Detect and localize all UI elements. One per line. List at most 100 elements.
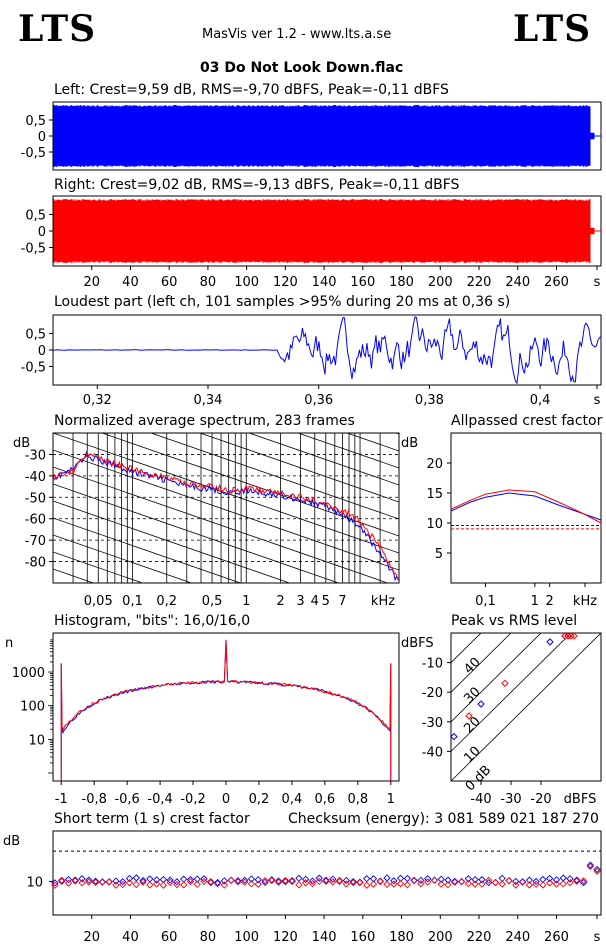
shortterm-point-red [444, 881, 452, 889]
spectrum-slope-line [53, 449, 399, 571]
shortterm-point-red [247, 880, 256, 888]
shortterm-point-blue [254, 876, 262, 884]
spectrum-xtick-label: 1 [242, 594, 250, 609]
shortterm-point-blue [274, 877, 283, 885]
peakrms-ytick-label: -10 [422, 657, 443, 672]
spectrum-xtick-label: kHz [371, 594, 395, 609]
shortterm-ytick-label: 10 [26, 875, 43, 890]
shortterm-point-red [369, 880, 378, 888]
shortterm-point-blue [403, 874, 411, 883]
spectrum-slope-line [53, 263, 399, 383]
short-term-title: Short term (1 s) crest factor [54, 811, 250, 827]
loudest-xtick-label: 0,4 [530, 393, 551, 408]
waveform-xtick-label: 80 [200, 275, 217, 290]
shortterm-point-red [322, 877, 330, 885]
waveform-right-ytick-label: -0,5 [21, 242, 46, 257]
waveform-xtick-label: 260 [544, 275, 569, 290]
spectrum-xtick-label: 0,05 [84, 594, 113, 609]
shortterm-point-blue [566, 875, 574, 883]
spectrum-slope-line [53, 500, 291, 583]
shortterm-point-blue [437, 875, 445, 883]
shortterm-xtick-label: 40 [122, 930, 139, 945]
histogram-xtick-label: 0,2 [249, 792, 270, 807]
waveform-xtick-label: 140 [312, 275, 337, 290]
shortterm-point-red [302, 879, 310, 887]
allpass-frame [450, 432, 602, 584]
shortterm-point-blue [444, 876, 452, 884]
shortterm-point-red [261, 876, 269, 885]
waveform-xtick-label: 100 [234, 275, 259, 290]
peakrms-diagonal [451, 633, 512, 693]
shortterm-point-red [200, 877, 208, 886]
shortterm-point-red [383, 880, 391, 889]
shortterm-point-blue [213, 878, 222, 887]
histogram-xtick-label: 0 [222, 792, 230, 807]
shortterm-point-blue [220, 877, 229, 885]
shortterm-point-red [363, 881, 371, 889]
peakrms-frame [450, 632, 602, 782]
shortterm-xtick-label: 200 [428, 930, 453, 945]
spectrum-xtick-label: 5 [322, 594, 330, 609]
spectrum-xtick-label: 0,5 [202, 594, 223, 609]
shortterm-point-red [451, 878, 459, 886]
shortterm-point-red [518, 878, 527, 886]
shortterm-point-red [112, 881, 120, 889]
shortterm-point-blue [593, 865, 601, 874]
shortterm-point-blue [559, 874, 567, 882]
shortterm-point-blue [349, 877, 357, 886]
loudest-ytick-label: 0 [38, 344, 46, 359]
peakrms-point-red [561, 632, 569, 640]
waveform-xtick-label: 180 [389, 275, 414, 290]
peakrms-point-red [465, 712, 473, 720]
shortterm-xtick-label: 60 [161, 930, 178, 945]
shortterm-point-blue [424, 875, 432, 883]
histogram-xtick-label: 0,8 [347, 792, 368, 807]
shortterm-point-red [349, 879, 357, 887]
peakrms-diagonal [451, 633, 572, 752]
shortterm-point-blue [200, 875, 208, 883]
shortterm-point-blue [471, 875, 479, 884]
spectrum-xtick-label: 0,2 [156, 594, 177, 609]
waveform-right-ytick-label: 0 [38, 225, 46, 240]
shortterm-point-blue [552, 876, 561, 884]
shortterm-point-red [593, 867, 601, 875]
shortterm-point-red [254, 880, 262, 888]
allpass-xtick-label: kHz [573, 594, 597, 609]
waveform-xtick-label: 160 [350, 275, 375, 290]
shortterm-point-blue [315, 874, 323, 882]
loudest-xtick-label: 0,38 [415, 393, 444, 408]
shortterm-point-red [471, 880, 479, 888]
shortterm-point-red [498, 880, 506, 888]
waveform-left-ytick-label: 0 [38, 130, 46, 145]
right-channel-title: Right: Crest=9,02 dB, RMS=-9,13 dBFS, Pe… [54, 177, 460, 193]
logo-left: LTS [18, 8, 97, 50]
shortterm-point-blue [512, 877, 520, 886]
shortterm-point-blue [119, 878, 127, 886]
shortterm-point-blue [91, 877, 100, 885]
peakrms-diagonal [451, 633, 542, 723]
shortterm-point-red [566, 879, 574, 887]
shortterm-xtick-label: 80 [200, 930, 217, 945]
spectrum-frame [52, 432, 400, 584]
histogram-xtick-label: -1 [55, 792, 68, 807]
peakrms-ytick-label: -20 [422, 686, 443, 701]
loudest-xtick-label: 0,32 [83, 393, 112, 408]
allpass-series-blue [450, 492, 602, 521]
shortterm-point-red [105, 878, 113, 886]
shortterm-point-red [335, 876, 344, 885]
shortterm-point-red [207, 878, 215, 886]
shortterm-point-blue [268, 876, 276, 884]
spectrum-ytick-label: -70 [25, 534, 46, 549]
peakrms-point-blue [546, 638, 554, 646]
allpass-xtick-label: 1 [531, 594, 539, 609]
spectrum-xtick-label: 3 [296, 594, 304, 609]
allpass-ytick-label: 10 [426, 517, 443, 532]
histogram-xtick-label: 1 [387, 792, 395, 807]
loudest-xtick-label: s [594, 393, 601, 408]
spectrum-slope-line [198, 433, 399, 503]
shortterm-point-blue [51, 879, 59, 887]
shortterm-point-blue [173, 878, 181, 886]
waveform-xtick-label: 20 [83, 275, 100, 290]
spectrum-slope-line [247, 433, 399, 486]
shortterm-point-blue [64, 876, 73, 884]
